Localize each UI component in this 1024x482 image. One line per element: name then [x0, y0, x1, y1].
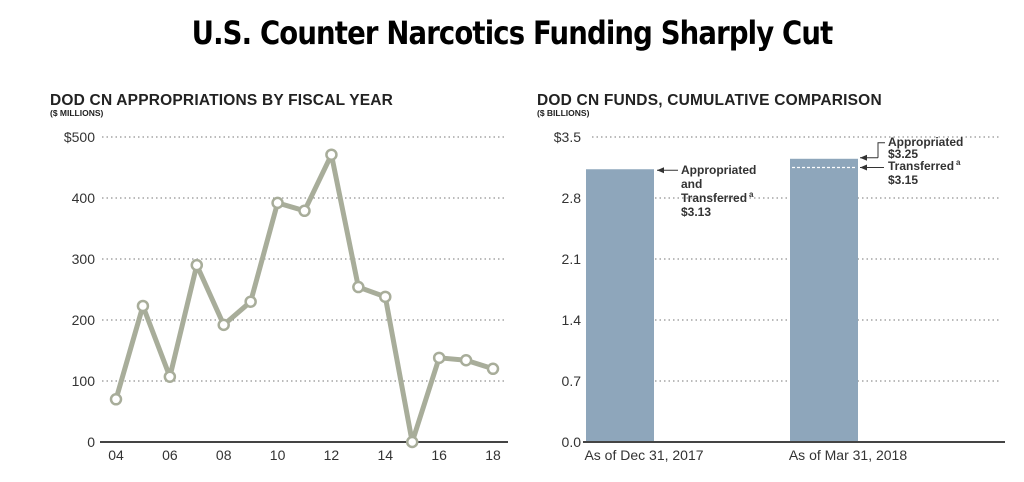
bar: [586, 169, 654, 442]
line-data-point: [136, 299, 150, 313]
annotation-bar1-text: and: [681, 177, 702, 191]
bar-y-tick-label: $3.5: [554, 129, 581, 145]
annotation-bar2-connector: [877, 142, 885, 158]
bar-y-tick-label: 0.0: [562, 434, 582, 450]
line-y-tick-label: 300: [72, 251, 96, 267]
line-y-tick-label: $500: [64, 129, 95, 145]
line-data-point: [352, 280, 365, 294]
annotation-bar1-text: $3.13: [681, 205, 711, 219]
line-y-tick-label: 400: [72, 190, 96, 206]
line-x-tick-label: 04: [108, 447, 124, 463]
bar: [790, 158, 858, 443]
line-x-tick-label: 18: [485, 447, 501, 463]
line-data-point: [163, 370, 177, 383]
line-data-point: [379, 290, 392, 304]
annotation-bar2-transferred-text: $3.15: [888, 173, 918, 187]
bar-y-tick-label: 2.8: [562, 190, 582, 206]
bar-y-tick-label: 0.7: [562, 373, 582, 389]
line-data-point: [325, 148, 338, 161]
line-x-tick-label: 12: [324, 447, 340, 463]
line-data-point: [109, 393, 123, 406]
line-data-point: [459, 354, 473, 367]
line-x-tick-label: 10: [270, 447, 286, 463]
bar-y-tick-label: 2.1: [562, 251, 582, 267]
line-data-point: [405, 435, 419, 449]
line-x-tick-label: 08: [216, 447, 232, 463]
bar-category-label: As of Mar 31, 2018: [789, 447, 908, 463]
line-x-tick-label: 16: [431, 447, 447, 463]
line-y-tick-label: 200: [72, 312, 96, 328]
annotation-bar1-text: Appropriated: [681, 163, 756, 177]
annotation-arrow-bar1-head: [657, 167, 664, 174]
annotation-bar1-text: Transferred a: [681, 190, 754, 205]
line-y-tick-label: 0: [87, 434, 95, 450]
line-data-point: [271, 196, 284, 210]
line-chart-title: DOD CN APPROPRIATIONS BY FISCAL YEAR: [50, 92, 394, 109]
line-data-point: [298, 204, 311, 218]
line-data-point: [432, 351, 446, 365]
bar-chart-subtitle: ($ BILLIONS): [537, 108, 590, 118]
line-x-tick-label: 14: [377, 447, 393, 463]
bar-y-tick-label: 1.4: [562, 312, 582, 328]
bar-category-label: As of Dec 31, 2017: [584, 447, 703, 463]
line-y-tick-label: 100: [72, 373, 96, 389]
line-x-tick-label: 06: [162, 447, 178, 463]
annotation-bar2-appropriated-text: Appropriated: [888, 135, 963, 149]
line-chart-subtitle: ($ MILLIONS): [50, 108, 104, 118]
annotation-arrow-bar2-transferred-head: [860, 164, 867, 171]
line-data-point: [217, 318, 230, 332]
annotation-bar2-transferred-text: Transferred a: [888, 158, 961, 173]
line-data-point: [190, 258, 204, 272]
line-data-point: [486, 362, 500, 376]
annotation-arrow-bar2-top-head: [860, 154, 867, 161]
annotation-bar2-appropriated-text: $3.25: [888, 147, 918, 161]
line-data-point: [244, 295, 257, 308]
bar-chart-title: DOD CN FUNDS, CUMULATIVE COMPARISON: [537, 92, 882, 109]
page-title: U.S. Counter Narcotics Funding Sharply C…: [191, 14, 834, 52]
